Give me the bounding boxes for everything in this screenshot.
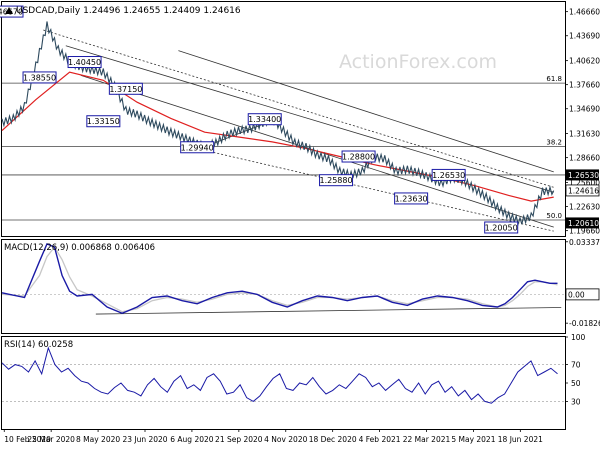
trend-line-0 [43,29,554,188]
rsi-tick-1: 70 [571,361,581,370]
annotation-5: 1.33400 [247,113,282,126]
macd-layer [1,242,565,315]
svg-text:1.26530: 1.26530 [568,171,599,180]
watermark: ActionForex.com [339,51,497,73]
x-tick-3: 23 Jun 2020 [122,435,167,444]
rsi-tick-2: 50 [571,379,581,388]
macd-current-badge: 0.00 [565,288,600,301]
price-tick-8: 1.22630 [569,203,600,212]
x-tick-4: 6 Aug 2020 [170,435,213,444]
annotation-label-6: 1.29940 [181,143,214,152]
annotation-9: 1.26530 [431,168,466,181]
x-tick-2: 8 May 2020 [76,435,120,444]
x-tick-7: 18 Dec 2020 [309,435,357,444]
chart-title: USDCAD,Daily 1.24496 1.24655 1.24409 1.2… [16,6,241,16]
annotation-label-8: 1.25880 [319,176,352,185]
axis-layer: 1.46660 1.43690 1.40620 1.37660 1.34690 1.316… [3,8,600,444]
x-tick-10: 5 May 2021 [451,435,495,444]
rsi-line [1,346,558,404]
annotation-label-4: 1.33150 [87,117,120,126]
x-tick-1: 25 Mar 2020 [27,435,75,444]
trend-line-4 [182,144,554,232]
trend-line-1 [65,45,554,193]
x-tick-5: 21 Sep 2020 [215,435,263,444]
rsi-tick-0: 100 [571,333,586,342]
price-tick-0: 1.46660 [569,8,600,17]
price-tick-1: 1.43690 [569,32,600,41]
highlighted-level-0: 1.26530 [566,169,599,181]
price-layer: 61.838.250.01.466701.385501.404501.37150… [0,5,565,234]
current-price-badge: 1.24616 [565,184,600,197]
macd-panel-frame [1,239,566,334]
trend-line-3 [178,50,554,173]
annotation-label-9: 1.26530 [432,171,465,180]
annotation-11: 1.20050 [484,221,519,234]
svg-text:1.20610: 1.20610 [568,219,599,228]
annotation-4: 1.33150 [86,115,121,128]
rsi-label: RSI(14) 60.0258 [4,340,73,350]
annotation-label-3: 1.37150 [109,85,142,94]
series-moving-average [1,71,554,202]
annotation-8: 1.25880 [319,174,354,187]
x-tick-0: 10 Feb 2020 [4,435,51,444]
macd-label: MACD(12,26,9) 0.006868 0.006406 [4,243,155,253]
highlighted-level-1: 1.20610 [566,217,599,229]
annotation-10: 1.23630 [394,192,429,205]
annotation-label-1: 1.38550 [23,73,56,82]
x-tick-9: 22 Mar 2021 [403,435,451,444]
price-tick-7: 1.25600 [569,178,600,187]
price-tick-2: 1.40620 [569,57,600,66]
annotation-1: 1.38550 [22,71,57,84]
annotation-3: 1.37150 [108,82,143,95]
fib-label-2: 50.0 [546,212,562,220]
macd-tick-0: 0.03337 [569,238,600,247]
annotation-label-5: 1.33400 [248,115,281,124]
annotation-label-7: 1.28800 [342,153,375,162]
svg-text:0.00: 0.00 [568,290,585,299]
price-tick-4: 1.34690 [569,105,600,114]
x-tick-6: 4 Nov 2020 [264,435,307,444]
rsi-layer [1,346,565,404]
annotation-label-2: 1.40450 [68,58,101,67]
price-tick-6: 1.28660 [569,154,600,163]
annotation-label-11: 1.20050 [485,223,518,232]
fib-label-0: 61.8 [546,75,562,83]
macd-line [1,242,558,315]
x-tick-11: 18 Jun 2021 [498,435,543,444]
annotation-label-10: 1.23630 [395,194,428,203]
series-usdcad [1,21,555,227]
price-tick-5: 1.31630 [569,130,600,139]
current-price-label: 1.24616 [568,186,599,195]
x-tick-8: 4 Feb 2021 [359,435,401,444]
symbol-triangle-icon [5,7,13,14]
price-tick-9: 1.19660 [569,227,600,236]
fib-label-1: 38.2 [546,138,562,146]
macd-tick-2: -0.018262 [569,319,600,328]
macd-trend-line [95,307,562,315]
annotation-2: 1.40450 [67,56,102,69]
price-tick-3: 1.37660 [569,81,600,90]
annotation-6: 1.29940 [180,141,215,154]
annotation-7: 1.28800 [341,150,376,163]
rsi-tick-3: 30 [571,397,581,406]
